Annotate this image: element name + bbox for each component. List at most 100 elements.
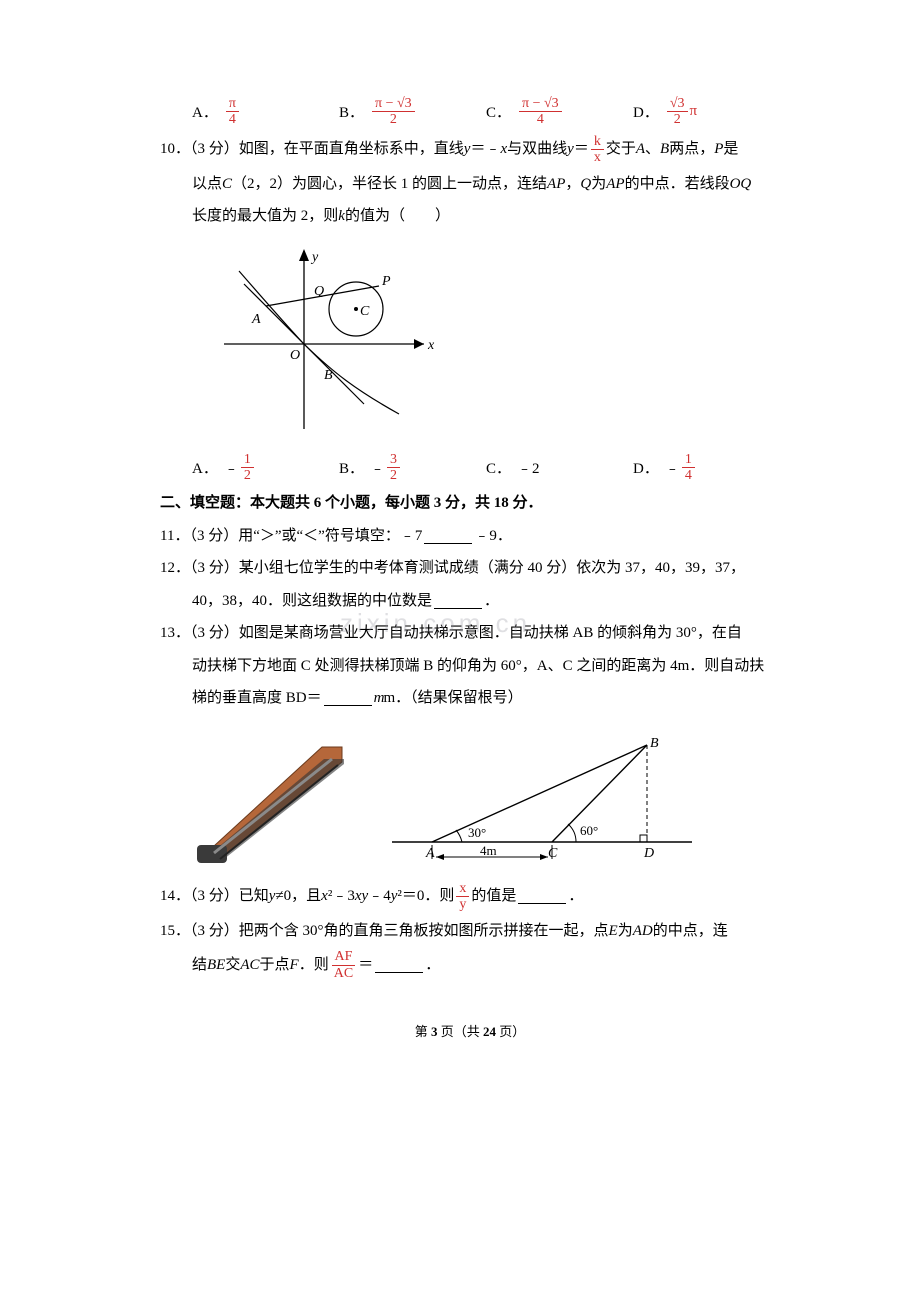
choice-label: C． [486, 101, 511, 122]
svg-text:30°: 30° [468, 825, 486, 840]
text: ≠0，且 [275, 882, 321, 911]
q10-line1: 10．（3 分）如图，在平面直角坐标系中，直线 y ＝﹣ x 与双曲线 y ＝ … [160, 134, 780, 166]
q9-choice-c: C． π − √3 4 [486, 96, 633, 128]
text: 40，38，40．则这组数据的中位数是 [192, 587, 432, 616]
fraction: π − √3 4 [519, 96, 562, 128]
text: 结 [192, 951, 207, 980]
pi-tail: π [690, 103, 698, 120]
q10-choice-b: B． ﹣ 3 2 [339, 452, 486, 484]
q15-line1: 15．（3 分）把两个含 30°角的直角三角板按如图所示拼接在一起，点 E 为 … [160, 917, 780, 946]
text: ﹣2 [517, 457, 540, 478]
q9-choices: A． π 4 B． π − √3 2 C． π − √3 4 D． √3 2 [160, 96, 780, 128]
var-y: y [391, 882, 398, 911]
text: 交于 [606, 135, 636, 164]
text: 长度的最大值为 2，则 [192, 202, 338, 231]
section2-heading: 二、填空题：本大题共 6 个小题，每小题 3 分，共 18 分． [160, 489, 780, 518]
text: 11．（3 分）用“＞”或“＜”符号填空：﹣7 [160, 522, 422, 551]
var-x: x [355, 882, 362, 911]
escalator-diagram: 30° 60° A B C D 4m [392, 727, 692, 867]
text: 14．（3 分）已知 [160, 882, 269, 911]
pt-Q: Q [580, 170, 591, 199]
text: 是 [723, 135, 738, 164]
pt-A: A [636, 135, 645, 164]
svg-text:y: y [310, 250, 319, 265]
svg-text:C: C [360, 304, 370, 319]
text: 梯的垂直高度 BD＝ [192, 684, 322, 713]
neg: ﹣ [665, 457, 680, 478]
q13-figures: 30° 60° A B C D 4m [160, 727, 780, 867]
fraction: x y [456, 881, 469, 913]
svg-text:A: A [425, 846, 435, 861]
q13-line3: 梯的垂直高度 BD＝ m m．（结果保留根号） [160, 684, 780, 713]
q13-line1: 13．（3 分）如图是某商场营业大厅自动扶梯示意图．自动扶梯 AB 的倾斜角为 … [160, 619, 780, 648]
text: 的中点．若线段 [625, 170, 730, 199]
neg: ﹣ [224, 457, 239, 478]
text: ﹣4 [368, 882, 391, 911]
text: 于点 [260, 951, 290, 980]
text: ＝ [574, 135, 589, 164]
q15-line2: 结 BE 交 AC 于点 F ．则 AF AC ＝ ． [160, 949, 780, 981]
svg-text:60°: 60° [580, 823, 598, 838]
pt-B: B [660, 135, 669, 164]
q10-graph: y x O A B C P Q [160, 239, 780, 444]
blank [324, 691, 372, 706]
blank [375, 958, 423, 973]
seg-AP: AP [606, 170, 624, 199]
pt-P: P [714, 135, 723, 164]
q12-line1: 12．（3 分）某小组七位学生的中考体育测试成绩（满分 40 分）依次为 37，… [160, 554, 780, 583]
choice-label: B． [339, 457, 364, 478]
eq: ＝ [358, 951, 373, 980]
text: ． [425, 951, 440, 980]
q10-choices: A． ﹣ 1 2 B． ﹣ 3 2 C． ﹣2 D． ﹣ 1 4 [160, 452, 780, 484]
pt-E: E [609, 917, 618, 946]
coord-plane-svg: y x O A B C P Q [204, 239, 444, 439]
fraction: √3 2 [667, 96, 688, 128]
svg-text:D: D [643, 846, 654, 861]
fraction: AF AC [331, 949, 356, 981]
text: ． [484, 587, 499, 616]
choice-label: A． [192, 457, 218, 478]
seg-BE: BE [207, 951, 225, 980]
seg-OQ: OQ [730, 170, 752, 199]
q9-choice-a: A． π 4 [192, 96, 339, 128]
svg-text:A: A [251, 312, 261, 327]
fraction: π − √3 2 [372, 96, 415, 128]
choice-label: D． [633, 101, 659, 122]
text: ﹣9． [474, 522, 512, 551]
var-k: k [338, 202, 345, 231]
fraction: π 4 [226, 96, 239, 128]
text: ， [565, 170, 580, 199]
seg-AD: AD [633, 917, 653, 946]
var-y: y [464, 135, 471, 164]
q10-choice-c: C． ﹣2 [486, 457, 633, 478]
fraction: k x [591, 134, 604, 166]
choice-label: D． [633, 457, 659, 478]
svg-text:Q: Q [314, 284, 324, 299]
seg-AP: AP [547, 170, 565, 199]
svg-text:P: P [381, 274, 391, 289]
q10-choice-a: A． ﹣ 1 2 [192, 452, 339, 484]
svg-text:C: C [548, 846, 558, 861]
q14: 14．（3 分）已知 y ≠0，且 x ²﹣3 xy ﹣4 y ²＝0．则 x … [160, 881, 780, 913]
text: 15．（3 分）把两个含 30°角的直角三角板按如图所示拼接在一起，点 [160, 917, 609, 946]
text: 以点 [192, 170, 222, 199]
pt-F: F [290, 951, 299, 980]
text: ．则 [299, 951, 329, 980]
q12-line2: 40，38，40．则这组数据的中位数是 ． [160, 587, 780, 616]
q10-line3: 长度的最大值为 2，则 k 的值为（ ） [160, 202, 780, 231]
text: 页（共 [437, 1024, 483, 1039]
var-y: y [269, 882, 276, 911]
svg-text:4m: 4m [480, 843, 497, 858]
q10-line2: 以点 C （2，2）为圆心，半径长 1 的圆上一动点，连结 AP ， Q 为 A… [160, 170, 780, 199]
text: ²＝0．则 [397, 882, 454, 911]
svg-text:B: B [324, 368, 333, 383]
text: 为 [618, 917, 633, 946]
var-y: y [362, 882, 369, 911]
text: 的值是 [471, 882, 516, 911]
blank [518, 889, 566, 904]
blank [424, 529, 472, 544]
text: 10．（3 分）如图，在平面直角坐标系中，直线 [160, 135, 464, 164]
choice-label: C． [486, 457, 511, 478]
seg-AC: AC [240, 951, 259, 980]
text: 的中点，连 [653, 917, 728, 946]
